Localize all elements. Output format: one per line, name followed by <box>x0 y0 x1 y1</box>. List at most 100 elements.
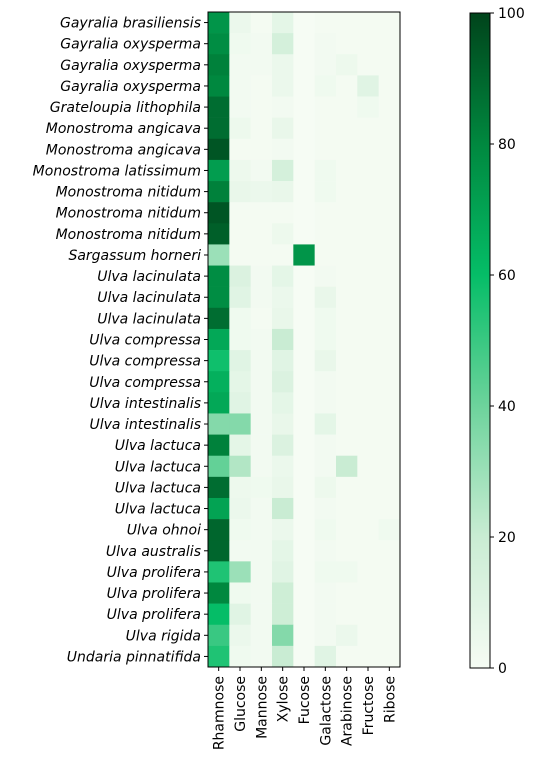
heatmap-cell <box>336 455 358 478</box>
heatmap-cell <box>250 540 273 562</box>
heatmap-cell <box>336 12 358 34</box>
heatmap-cell <box>357 54 379 76</box>
heatmap-cell <box>229 75 251 97</box>
heatmap-cell <box>314 561 337 583</box>
heatmap-cell <box>378 371 401 393</box>
heatmap-cell <box>314 645 337 668</box>
y-tick-label: Monostroma nitidum <box>56 227 201 243</box>
heatmap-cell <box>314 350 337 372</box>
heatmap-cell <box>336 413 358 435</box>
x-tick-label: Ribose <box>382 676 398 723</box>
heatmap-cell <box>336 138 358 161</box>
heatmap-cell <box>378 624 401 647</box>
heatmap-cell <box>336 75 358 97</box>
y-tick-label: Grateloupia lithophila <box>50 100 201 116</box>
heatmap-cell <box>272 392 294 414</box>
heatmap-cell <box>272 413 294 435</box>
colorbar-tick-label: 40 <box>498 399 516 415</box>
x-tick-label: Fructose <box>361 676 377 735</box>
heatmap-cell <box>272 519 294 541</box>
heatmap-cell <box>314 54 337 76</box>
heatmap-cell <box>272 540 294 562</box>
heatmap-cell <box>336 476 358 499</box>
heatmap-cell <box>357 582 379 604</box>
heatmap-cell <box>293 181 315 203</box>
heatmap-cell <box>357 624 379 647</box>
heatmap-cell <box>357 434 379 457</box>
y-tick-label: Ulva rigida <box>126 628 201 644</box>
heatmap-cell <box>336 244 358 266</box>
heatmap-cell <box>272 371 294 393</box>
heatmap-cell <box>229 33 251 55</box>
heatmap-cell <box>293 645 315 668</box>
heatmap-cell <box>336 33 358 55</box>
heatmap-cell <box>293 54 315 76</box>
heatmap-cell <box>314 371 337 393</box>
y-tick-label: Gayralia brasiliensis <box>60 16 201 32</box>
heatmap-cell <box>250 223 273 245</box>
heatmap-cell <box>293 223 315 245</box>
y-tick-label: Ulva australis <box>106 544 201 560</box>
y-tick-label: Ulva prolifera <box>107 607 201 623</box>
heatmap-cell <box>357 202 379 224</box>
heatmap-cell <box>250 328 273 351</box>
heatmap-cell <box>250 624 273 647</box>
heatmap-cell <box>378 33 401 55</box>
heatmap-cell <box>250 265 273 287</box>
heatmap-cell <box>229 244 251 266</box>
heatmap-cell <box>208 624 230 647</box>
heatmap-cell <box>378 181 401 203</box>
heatmap-cell <box>336 181 358 203</box>
heatmap-cell <box>378 96 401 118</box>
heatmap-cell <box>229 12 251 34</box>
y-tick-label: Gayralia oxysperma <box>60 58 201 74</box>
heatmap-cell <box>272 603 294 626</box>
heatmap-cell <box>357 392 379 414</box>
heatmap-cell <box>229 223 251 245</box>
heatmap-cell <box>314 540 337 562</box>
heatmap-cell <box>250 286 273 309</box>
heatmap-cell <box>357 286 379 309</box>
heatmap-cell <box>272 561 294 583</box>
y-tick-label: Gayralia oxysperma <box>60 37 201 53</box>
heatmap-cell <box>250 181 273 203</box>
heatmap-cell <box>314 455 337 478</box>
y-tick-label: Ulva lacinulata <box>97 269 201 285</box>
x-tick-label: Fucose <box>297 676 313 724</box>
heatmap-cell <box>250 519 273 541</box>
heatmap-cell <box>314 392 337 414</box>
heatmap-cell <box>378 455 401 478</box>
heatmap-cell <box>378 413 401 435</box>
heatmap-cell <box>314 181 337 203</box>
heatmap-cell <box>314 12 337 34</box>
heatmap-cell <box>272 33 294 55</box>
heatmap-cell <box>272 476 294 499</box>
y-tick-label: Ulva compressa <box>89 333 201 349</box>
heatmap-cell <box>272 350 294 372</box>
heatmap-cell <box>293 265 315 287</box>
heatmap-cell <box>378 392 401 414</box>
heatmap-cell <box>336 159 358 182</box>
heatmap-cell <box>336 434 358 457</box>
heatmap-cell <box>208 434 230 457</box>
heatmap-cell <box>229 540 251 562</box>
heatmap-cell <box>336 540 358 562</box>
heatmap-cell <box>250 371 273 393</box>
heatmap-cell <box>250 413 273 435</box>
heatmap-cell <box>272 455 294 478</box>
heatmap-cell <box>378 54 401 76</box>
heatmap-cell <box>314 582 337 604</box>
heatmap-cell <box>336 561 358 583</box>
heatmap-cell <box>293 286 315 309</box>
heatmap-cell <box>293 434 315 457</box>
heatmap-cell <box>250 54 273 76</box>
heatmap-cell <box>208 392 230 414</box>
heatmap-cell <box>208 33 230 55</box>
heatmap-cell <box>357 350 379 372</box>
heatmap-cell <box>229 497 251 520</box>
heatmap-cell <box>250 476 273 499</box>
heatmap-cell <box>293 455 315 478</box>
heatmap-cell <box>229 286 251 309</box>
heatmap-cell <box>229 455 251 478</box>
heatmap-cell <box>378 307 401 330</box>
